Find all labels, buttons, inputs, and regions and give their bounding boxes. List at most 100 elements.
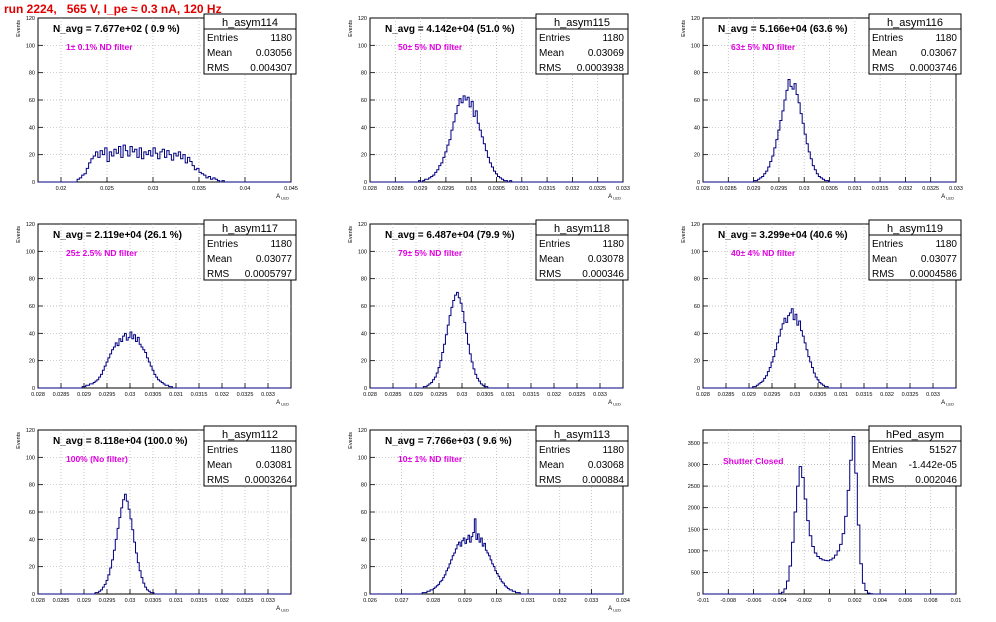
x-tick-label: 0.006 bbox=[899, 598, 913, 604]
filter-annotation: 63± 5% ND filter bbox=[731, 42, 796, 52]
stats-label: Mean bbox=[872, 254, 897, 265]
x-axis-label: A LED bbox=[276, 400, 289, 407]
y-tick-label: 1000 bbox=[688, 549, 700, 555]
y-axis-label: Events bbox=[348, 226, 354, 243]
stats-label: Mean bbox=[539, 48, 564, 59]
stats-value: 1180 bbox=[602, 33, 624, 44]
y-tick-label: 0 bbox=[32, 386, 35, 392]
y-tick-label: 40 bbox=[29, 331, 35, 337]
y-tick-label: 0 bbox=[697, 386, 700, 392]
stats-value: 0.000346 bbox=[582, 269, 624, 280]
x-tick-label: 0.028 bbox=[363, 392, 377, 398]
x-tick-label: 0.0315 bbox=[191, 392, 208, 398]
y-tick-label: 0 bbox=[364, 180, 367, 186]
stats-label: Entries bbox=[872, 239, 903, 250]
x-tick-label: 0.031 bbox=[169, 598, 183, 604]
stats-label: Mean bbox=[872, 460, 897, 471]
y-tick-label: 100 bbox=[26, 249, 35, 255]
stats-value: 1180 bbox=[602, 445, 624, 456]
x-tick-label: 0.025 bbox=[100, 186, 114, 192]
x-tick-label: 0.0285 bbox=[718, 392, 735, 398]
x-tick-label: 0.029 bbox=[414, 186, 428, 192]
histogram-series bbox=[370, 291, 623, 389]
y-tick-label: 120 bbox=[358, 222, 367, 228]
x-tick-label: 0.031 bbox=[848, 186, 862, 192]
x-tick-label: 0.033 bbox=[616, 186, 630, 192]
y-axis-label: Events bbox=[16, 432, 22, 449]
x-tick-label: 0 bbox=[828, 598, 831, 604]
x-tick-label: 0.0315 bbox=[191, 598, 208, 604]
y-tick-label: 80 bbox=[361, 277, 367, 283]
stats-box bbox=[535, 13, 629, 75]
stats-label: RMS bbox=[207, 269, 230, 280]
y-tick-label: 20 bbox=[694, 153, 700, 159]
histogram-series bbox=[703, 79, 956, 183]
x-tick-label: 0.04 bbox=[240, 186, 251, 192]
x-tick-label: 0.03 bbox=[457, 392, 468, 398]
x-axis-label: A LED bbox=[608, 606, 621, 613]
y-tick-label: 120 bbox=[358, 16, 367, 22]
y-axis-label: Events bbox=[681, 20, 687, 37]
x-tick-label: 0.0295 bbox=[764, 392, 781, 398]
x-tick-label: 0.0285 bbox=[720, 186, 737, 192]
filter-annotation: 50± 5% ND filter bbox=[398, 42, 463, 52]
y-tick-label: 2000 bbox=[688, 506, 700, 512]
x-tick-label: 0.031 bbox=[169, 392, 183, 398]
x-tick-label: 0.028 bbox=[31, 392, 45, 398]
x-tick-label: 0.032 bbox=[880, 392, 894, 398]
stats-box bbox=[868, 425, 962, 487]
stats-label: RMS bbox=[539, 63, 562, 74]
stats-box bbox=[203, 219, 297, 281]
histogram-name: h_asym119 bbox=[887, 223, 943, 235]
stats-value: 0.03067 bbox=[921, 48, 958, 59]
histogram-series bbox=[703, 308, 956, 389]
y-tick-label: 120 bbox=[691, 16, 700, 22]
x-tick-label: 0.0315 bbox=[856, 392, 873, 398]
stats-label: Entries bbox=[539, 33, 570, 44]
x-tick-label: 0.029 bbox=[77, 598, 91, 604]
stats-label: RMS bbox=[872, 475, 895, 486]
x-tick-label: 0.0315 bbox=[523, 392, 540, 398]
x-tick-label: 0.031 bbox=[515, 186, 529, 192]
stats-label: Entries bbox=[207, 33, 238, 44]
stats-value: 0.03069 bbox=[588, 48, 625, 59]
x-tick-label: 0.0305 bbox=[145, 392, 162, 398]
y-tick-label: 100 bbox=[26, 455, 35, 461]
stats-label: Mean bbox=[207, 460, 232, 471]
stats-label: Entries bbox=[872, 445, 903, 456]
x-tick-label: 0.033 bbox=[926, 392, 940, 398]
x-tick-label: 0.0325 bbox=[922, 186, 939, 192]
x-tick-label: 0.0325 bbox=[569, 392, 586, 398]
x-tick-label: 0.0295 bbox=[770, 186, 787, 192]
x-tick-label: -0.01 bbox=[697, 598, 710, 604]
y-tick-label: 0 bbox=[364, 592, 367, 598]
x-tick-label: 0.045 bbox=[284, 186, 298, 192]
y-tick-label: 80 bbox=[29, 483, 35, 489]
x-tick-label: 0.03 bbox=[125, 598, 136, 604]
x-axis-label: A LED bbox=[941, 400, 954, 407]
stats-value: 0.0003938 bbox=[577, 63, 625, 74]
x-tick-label: 0.032 bbox=[215, 598, 229, 604]
stats-value: 0.0004586 bbox=[910, 269, 958, 280]
stats-value: 0.03056 bbox=[256, 48, 293, 59]
y-tick-label: 60 bbox=[29, 510, 35, 516]
x-axis-label: A LED bbox=[276, 606, 289, 613]
stats-label: RMS bbox=[872, 269, 895, 280]
y-tick-label: 20 bbox=[361, 153, 367, 159]
navg-label: N_avg = 3.299e+04 (40.6 %) bbox=[718, 230, 848, 241]
x-tick-label: 0.0305 bbox=[477, 392, 494, 398]
stats-value: 0.002046 bbox=[915, 475, 957, 486]
histogram-series bbox=[370, 518, 623, 595]
x-tick-label: 0.0295 bbox=[431, 392, 448, 398]
page-title: run 2224, 565 V, I_pe ≈ 0.3 nA, 120 Hz bbox=[4, 2, 222, 16]
y-axis-label: Events bbox=[16, 226, 22, 243]
y-tick-label: 40 bbox=[29, 125, 35, 131]
y-tick-label: 20 bbox=[29, 359, 35, 365]
x-tick-label: 0.0305 bbox=[821, 186, 838, 192]
y-tick-label: 40 bbox=[694, 125, 700, 131]
panel-h_asym112: 0.028 0.0285 0.029 0.0295 0.03 0.0305 0.031 0.0… bbox=[16, 425, 297, 613]
x-tick-label: 0.03 bbox=[125, 392, 136, 398]
filter-annotation: 25± 2.5% ND filter bbox=[66, 248, 138, 258]
x-tick-label: 0.0285 bbox=[53, 392, 70, 398]
stats-label: RMS bbox=[207, 475, 230, 486]
